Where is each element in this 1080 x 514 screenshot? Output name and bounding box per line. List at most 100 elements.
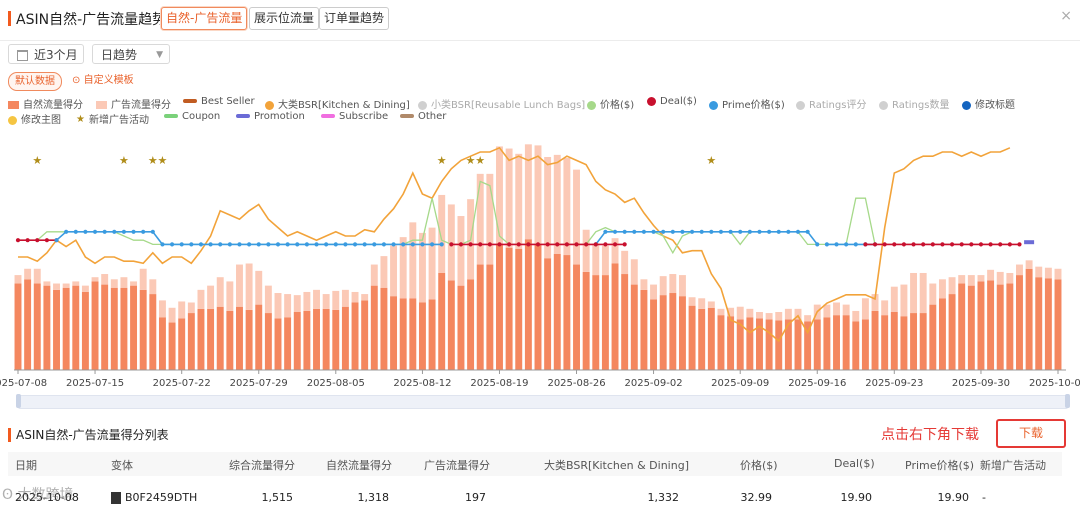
bar-ad[interactable] <box>736 306 744 320</box>
deal-late-point[interactable] <box>978 242 984 247</box>
bar-ad[interactable] <box>890 286 898 312</box>
deal-point[interactable] <box>535 242 541 247</box>
prime-point[interactable] <box>295 242 300 247</box>
prime-point[interactable] <box>102 229 107 234</box>
bar-organic[interactable] <box>53 289 60 370</box>
legend-item-best-seller[interactable]: Best Seller <box>183 96 255 107</box>
deal-point[interactable] <box>526 242 531 247</box>
prime-point[interactable] <box>266 242 271 247</box>
bar-ad[interactable] <box>255 270 263 305</box>
bar-organic[interactable] <box>418 302 426 370</box>
bar-organic[interactable] <box>447 280 455 370</box>
deal-point[interactable] <box>555 242 560 247</box>
prime-point[interactable] <box>131 229 136 234</box>
bar-ad[interactable] <box>611 238 619 264</box>
deal-late-point[interactable] <box>1017 242 1022 247</box>
bar-organic[interactable] <box>110 287 118 370</box>
bar-ad[interactable] <box>303 291 311 311</box>
prime-point[interactable] <box>275 242 281 247</box>
bar-ad[interactable] <box>81 285 89 292</box>
new-ad-campaign-star[interactable]: ★ <box>119 154 129 167</box>
bar-ad[interactable] <box>264 285 272 314</box>
prime-point[interactable] <box>333 242 338 247</box>
deal-point[interactable] <box>468 242 473 247</box>
bar-ad[interactable] <box>601 245 609 276</box>
bar-ad[interactable] <box>621 250 629 275</box>
prime-point[interactable] <box>141 229 146 234</box>
legend-item-bsr-sub[interactable]: 小类BSR[Reusable Lunch Bags] <box>418 96 585 111</box>
bar-ad[interactable] <box>524 144 532 240</box>
prime-point[interactable] <box>237 242 242 247</box>
prime-late-point[interactable] <box>699 229 704 234</box>
prime-point[interactable] <box>112 229 117 234</box>
legend-item-other[interactable]: Other <box>400 111 446 122</box>
prime-late-point[interactable] <box>670 229 675 234</box>
bar-organic[interactable] <box>746 317 754 370</box>
bar-ad[interactable] <box>659 276 667 296</box>
bar-ad[interactable] <box>101 274 109 285</box>
bar-organic[interactable] <box>775 320 783 370</box>
bar-organic[interactable] <box>678 296 686 370</box>
bar-ad[interactable] <box>149 279 157 295</box>
prime-point[interactable] <box>410 242 415 247</box>
bar-ad[interactable] <box>158 300 166 318</box>
bar-ad[interactable] <box>505 148 513 248</box>
prime-point[interactable] <box>362 242 367 247</box>
deal-late-point[interactable] <box>872 242 878 247</box>
bar-ad[interactable] <box>746 308 754 318</box>
bar-organic[interactable] <box>505 247 513 370</box>
deal-early-point[interactable] <box>25 238 30 243</box>
legend-item-promotion[interactable]: Promotion <box>236 111 305 122</box>
bar-organic[interactable] <box>303 310 311 370</box>
prime-point[interactable] <box>73 229 78 234</box>
new-ad-campaign-star[interactable]: ★ <box>32 154 42 167</box>
bar-ad[interactable] <box>53 283 60 290</box>
prime-tail-point[interactable] <box>824 242 829 247</box>
bar-ad[interactable] <box>457 216 465 286</box>
bar-organic[interactable] <box>101 284 109 370</box>
bar-ad[interactable] <box>900 284 908 317</box>
prime-point[interactable] <box>429 242 435 247</box>
bar-ad[interactable] <box>1016 264 1023 276</box>
bar-ad[interactable] <box>341 289 349 307</box>
bar-ad[interactable] <box>274 293 282 319</box>
bar-ad[interactable] <box>187 302 195 314</box>
deal-late-point[interactable] <box>940 242 945 247</box>
prime-late-line[interactable] <box>595 231 818 245</box>
bar-ad[interactable] <box>842 304 850 316</box>
prime-late-point[interactable] <box>641 229 647 234</box>
bar-ad[interactable] <box>1035 266 1043 278</box>
bar-organic[interactable] <box>130 285 138 370</box>
deal-late-point[interactable] <box>921 242 926 247</box>
bar-organic[interactable] <box>496 243 503 370</box>
bar-ad[interactable] <box>938 279 946 299</box>
bar-organic[interactable] <box>833 315 840 370</box>
bar-organic[interactable] <box>62 287 70 370</box>
deal-late-point[interactable] <box>949 242 955 247</box>
bar-organic[interactable] <box>120 287 128 370</box>
bar-organic[interactable] <box>544 258 552 370</box>
bar-organic[interactable] <box>852 321 860 370</box>
bar-ad[interactable] <box>833 302 840 316</box>
bar-ad[interactable] <box>293 295 301 312</box>
prime-point[interactable] <box>304 242 309 247</box>
prime-late-point[interactable] <box>786 229 791 234</box>
bar-ad[interactable] <box>120 277 128 288</box>
new-ad-campaign-star[interactable]: ★ <box>148 154 158 167</box>
legend-item-title-change[interactable]: 修改标题 <box>962 96 1015 111</box>
deal-early-point[interactable] <box>44 238 49 243</box>
bar-organic[interactable] <box>274 318 282 370</box>
bar-organic[interactable] <box>226 310 234 370</box>
bar-organic[interactable] <box>149 294 157 370</box>
bar-organic[interactable] <box>553 254 561 370</box>
bar-organic[interactable] <box>351 302 359 370</box>
tab-placement-traffic[interactable]: 展示位流量 <box>249 7 320 30</box>
bar-organic[interactable] <box>630 284 638 370</box>
bar-ad[interactable] <box>958 275 966 284</box>
deal-point[interactable] <box>458 242 464 247</box>
bar-ad[interactable] <box>1054 268 1062 280</box>
deal-early-point[interactable] <box>15 238 21 243</box>
bar-organic[interactable] <box>515 248 523 370</box>
bar-organic[interactable] <box>1025 268 1033 370</box>
bar-ad[interactable] <box>987 269 995 281</box>
